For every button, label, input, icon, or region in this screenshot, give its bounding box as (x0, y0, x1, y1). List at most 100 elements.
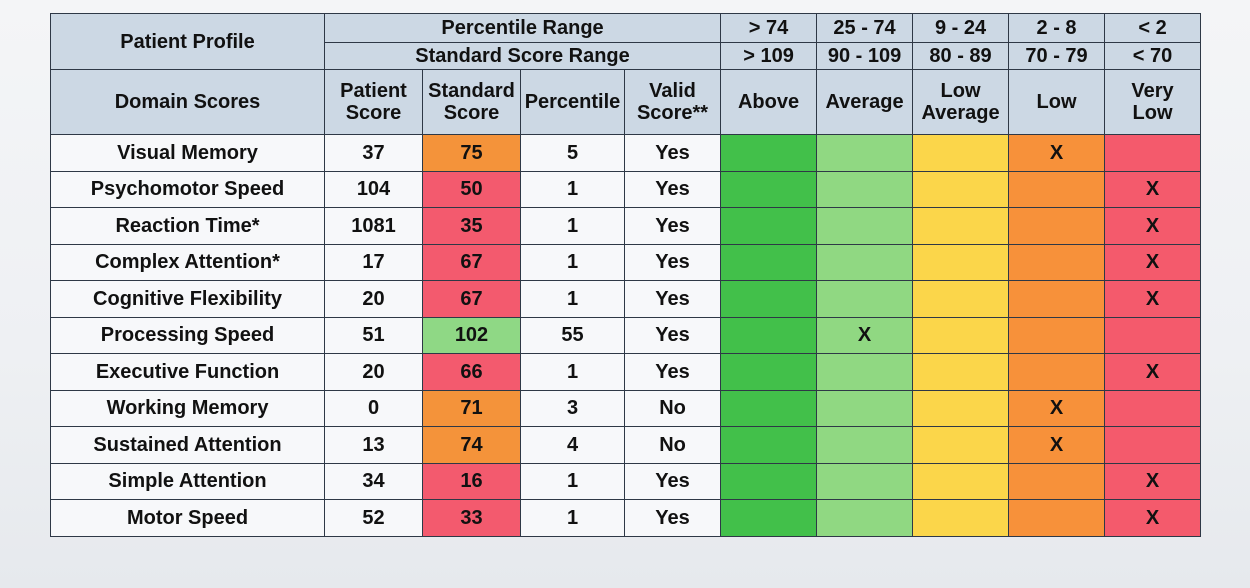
standard-score-range-label: Standard Score Range (323, 42, 722, 70)
band-cell-very-low: X (1104, 462, 1202, 500)
band-cell-above (720, 170, 818, 208)
patient-score: 37 (324, 134, 423, 172)
standard-score: 50 (422, 170, 521, 208)
valid-score: Yes (623, 243, 722, 281)
band-cell-very-low (1104, 389, 1202, 427)
percentile: 1 (520, 170, 625, 208)
domain-name: Working Memory (50, 389, 325, 427)
percentile-header: Percentile (520, 69, 625, 135)
band-cell-low-average (912, 316, 1010, 354)
band-cell-low (1008, 353, 1106, 391)
band-cell-low (1008, 280, 1106, 318)
valid-score: Yes (623, 280, 722, 318)
band-cell-low (1008, 207, 1106, 245)
percentile-range-label: Percentile Range (323, 13, 722, 43)
standard-score: 67 (422, 243, 521, 281)
domain-name: Processing Speed (50, 316, 325, 354)
standard-range-above: > 109 (720, 42, 818, 70)
domain-name: Executive Function (50, 353, 325, 391)
band-cell-low-average (912, 389, 1010, 427)
standard-range-very-low: < 70 (1104, 42, 1202, 70)
valid-score: Yes (623, 499, 722, 537)
band-cell-low: X (1008, 389, 1106, 427)
patient-score: 51 (324, 316, 423, 354)
valid-score: Yes (623, 170, 722, 208)
band-cell-low: X (1008, 426, 1106, 464)
standard-score: 71 (422, 389, 521, 427)
band-cell-very-low (1104, 316, 1202, 354)
table-row: Sustained Attention 13 74 4 No X (50, 426, 1202, 464)
table-row: Processing Speed 51 102 55 Yes X (50, 316, 1202, 354)
valid-score-header-line1: Valid (649, 80, 696, 102)
column-header-row: Domain Scores Patient Score Standard Score… (50, 69, 1202, 135)
patient-score: 34 (324, 462, 423, 500)
table-row: Simple Attention 34 16 1 Yes X (50, 462, 1202, 500)
band-cell-very-low: X (1104, 170, 1202, 208)
percentile: 4 (520, 426, 625, 464)
domain-name: Psychomotor Speed (50, 170, 325, 208)
patient-score-header: Patient Score (324, 69, 423, 135)
standard-score-range-row: Standard Score Range > 109 90 - 109 80 -… (51, 42, 1202, 70)
band-cell-above (720, 134, 818, 172)
band-cell-low-average (912, 353, 1010, 391)
table-row: Cognitive Flexibility 20 67 1 Yes X (50, 280, 1202, 318)
band-cell-above (720, 243, 818, 281)
domain-name: Reaction Time* (50, 207, 325, 245)
band-header-low-average-line1: Low (940, 80, 981, 102)
percentile-range-average: 25 - 74 (816, 13, 914, 43)
band-cell-above (720, 389, 818, 427)
table-row: Working Memory 0 71 3 No X (50, 389, 1202, 427)
band-cell-low-average (912, 426, 1010, 464)
table-row: Executive Function 20 66 1 Yes X (50, 353, 1202, 391)
standard-score: 35 (422, 207, 521, 245)
band-cell-very-low: X (1104, 207, 1202, 245)
band-cell-very-low: X (1104, 243, 1202, 281)
band-cell-very-low (1104, 426, 1202, 464)
band-header-low-average-line2: Average (921, 102, 1000, 124)
band-cell-above (720, 316, 818, 354)
valid-score-header: Valid Score** (623, 69, 722, 135)
patient-profile-table: Patient Profile Percentile Range > 74 25… (50, 13, 1202, 537)
band-cell-low (1008, 170, 1106, 208)
band-cell-above (720, 280, 818, 318)
standard-score: 66 (422, 353, 521, 391)
patient-score-header-line2: Score (345, 102, 402, 124)
valid-score: Yes (623, 316, 722, 354)
table-row: Motor Speed 52 33 1 Yes X (50, 499, 1202, 537)
percentile: 55 (520, 316, 625, 354)
band-cell-above (720, 207, 818, 245)
percentile: 5 (520, 134, 625, 172)
domain-name: Motor Speed (50, 499, 325, 537)
percentile: 1 (520, 207, 625, 245)
band-cell-average (816, 207, 914, 245)
band-cell-low (1008, 462, 1106, 500)
band-header-average: Average (816, 69, 914, 135)
patient-score: 20 (324, 353, 423, 391)
band-cell-average (816, 389, 914, 427)
standard-score: 74 (422, 426, 521, 464)
standard-score: 75 (422, 134, 521, 172)
valid-score: Yes (623, 462, 722, 500)
band-cell-above (720, 426, 818, 464)
domain-name: Cognitive Flexibility (50, 280, 325, 318)
band-header-above: Above (720, 69, 818, 135)
standard-score-header-line1: Standard (428, 80, 515, 102)
standard-range-low: 70 - 79 (1008, 42, 1106, 70)
percentile-range-low-average: 9 - 24 (912, 13, 1010, 43)
patient-score: 1081 (324, 207, 423, 245)
patient-score: 0 (324, 389, 423, 427)
percentile: 1 (520, 353, 625, 391)
percentile-range-row: Patient Profile Percentile Range > 74 25… (50, 13, 1202, 70)
band-cell-average: X (816, 316, 914, 354)
table-row: Complex Attention* 17 67 1 Yes X (50, 243, 1202, 281)
band-cell-low: X (1008, 134, 1106, 172)
band-cell-above (720, 499, 818, 537)
band-header-very-low-line2: Low (1132, 102, 1173, 124)
patient-profile-title: Patient Profile (50, 13, 325, 70)
band-cell-low-average (912, 207, 1010, 245)
patient-score: 104 (324, 170, 423, 208)
standard-range-average: 90 - 109 (816, 42, 914, 70)
valid-score: No (623, 389, 722, 427)
band-cell-very-low: X (1104, 499, 1202, 537)
